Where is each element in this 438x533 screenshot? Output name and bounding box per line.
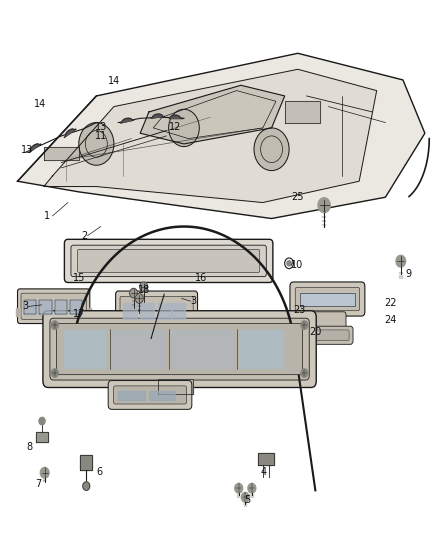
Circle shape xyxy=(79,123,114,165)
Text: 24: 24 xyxy=(385,315,397,325)
FancyBboxPatch shape xyxy=(306,330,349,341)
Text: 14: 14 xyxy=(108,76,120,86)
Bar xyxy=(118,391,145,400)
Circle shape xyxy=(396,255,406,267)
Circle shape xyxy=(83,482,90,490)
Circle shape xyxy=(254,128,289,171)
Circle shape xyxy=(301,369,308,377)
Bar xyxy=(171,330,232,368)
Text: 15: 15 xyxy=(73,273,85,283)
Polygon shape xyxy=(140,85,285,144)
Bar xyxy=(24,300,36,314)
Bar xyxy=(171,303,185,319)
Polygon shape xyxy=(152,114,163,118)
Text: 20: 20 xyxy=(309,327,321,336)
Circle shape xyxy=(241,492,249,502)
Polygon shape xyxy=(65,129,74,136)
Bar xyxy=(88,308,91,316)
Text: 3: 3 xyxy=(191,296,197,306)
FancyBboxPatch shape xyxy=(78,249,260,272)
Text: 3: 3 xyxy=(22,302,28,311)
FancyBboxPatch shape xyxy=(295,287,360,311)
Text: 10: 10 xyxy=(291,261,304,270)
FancyBboxPatch shape xyxy=(57,324,303,375)
Text: 18: 18 xyxy=(138,286,150,295)
FancyBboxPatch shape xyxy=(302,326,353,344)
Polygon shape xyxy=(18,53,425,219)
Circle shape xyxy=(169,109,199,147)
FancyBboxPatch shape xyxy=(290,282,365,316)
Circle shape xyxy=(51,369,58,377)
Text: 2: 2 xyxy=(81,231,88,240)
Text: 9: 9 xyxy=(405,270,411,279)
Bar xyxy=(80,455,92,470)
Circle shape xyxy=(140,282,148,292)
Bar xyxy=(44,147,79,160)
Bar xyxy=(123,303,137,319)
Text: 22: 22 xyxy=(385,298,397,308)
Polygon shape xyxy=(30,144,39,151)
Circle shape xyxy=(39,417,45,425)
FancyBboxPatch shape xyxy=(18,289,90,324)
FancyBboxPatch shape xyxy=(304,312,346,329)
Bar xyxy=(70,300,82,314)
Circle shape xyxy=(130,288,138,298)
FancyBboxPatch shape xyxy=(71,245,266,277)
FancyBboxPatch shape xyxy=(50,318,309,380)
Bar xyxy=(158,379,193,394)
FancyBboxPatch shape xyxy=(64,239,273,282)
Text: 7: 7 xyxy=(35,479,42,489)
FancyBboxPatch shape xyxy=(43,311,316,387)
Bar xyxy=(239,330,283,368)
Text: 4: 4 xyxy=(261,467,267,477)
Bar xyxy=(158,303,172,319)
Circle shape xyxy=(301,321,308,329)
FancyBboxPatch shape xyxy=(113,386,187,404)
Text: 23: 23 xyxy=(293,305,306,315)
Text: 13: 13 xyxy=(95,122,107,132)
Polygon shape xyxy=(122,118,132,123)
Text: 8: 8 xyxy=(27,442,33,451)
Bar xyxy=(64,330,105,368)
Text: 14: 14 xyxy=(34,99,46,109)
Bar xyxy=(36,432,48,442)
Text: 6: 6 xyxy=(97,467,103,477)
Bar xyxy=(149,391,175,400)
Polygon shape xyxy=(170,115,180,118)
Text: 13: 13 xyxy=(21,146,33,155)
FancyBboxPatch shape xyxy=(116,291,198,328)
FancyBboxPatch shape xyxy=(108,381,192,409)
Bar xyxy=(55,300,67,314)
Circle shape xyxy=(287,261,291,266)
Bar xyxy=(285,101,320,123)
Circle shape xyxy=(40,467,49,478)
Text: 12: 12 xyxy=(169,122,181,132)
Text: 25: 25 xyxy=(291,192,304,202)
Bar xyxy=(300,293,355,306)
Text: 11: 11 xyxy=(95,131,107,141)
Text: 16: 16 xyxy=(195,273,207,283)
Circle shape xyxy=(318,198,330,213)
Circle shape xyxy=(248,483,256,493)
Bar xyxy=(140,325,171,330)
Bar xyxy=(39,300,52,314)
Circle shape xyxy=(51,321,58,329)
Polygon shape xyxy=(44,69,377,203)
Bar xyxy=(258,453,274,465)
Circle shape xyxy=(235,483,243,493)
Circle shape xyxy=(135,294,143,303)
FancyBboxPatch shape xyxy=(21,293,86,319)
Text: 5: 5 xyxy=(244,495,251,505)
Bar xyxy=(112,330,164,368)
Text: 17: 17 xyxy=(73,310,85,319)
Bar xyxy=(140,303,154,319)
Bar xyxy=(16,308,20,316)
FancyBboxPatch shape xyxy=(120,296,193,323)
Text: 1: 1 xyxy=(44,211,50,221)
